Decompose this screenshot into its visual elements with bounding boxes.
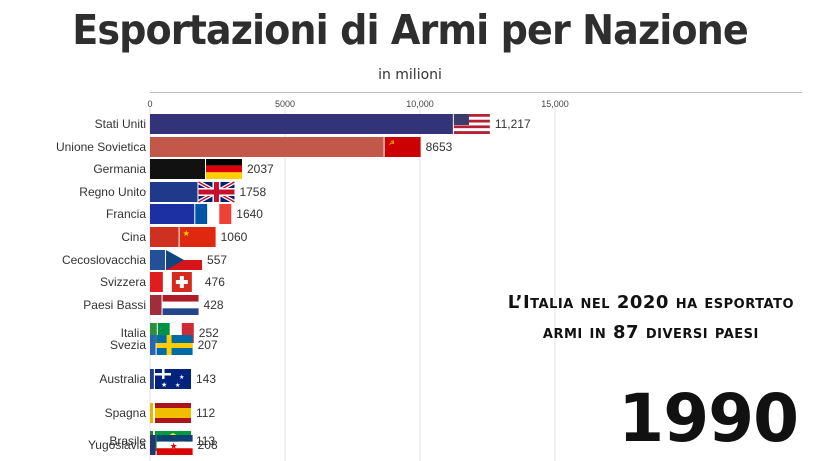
- flag-fr-icon: [195, 204, 232, 224]
- flag-yu-icon: ★: [156, 435, 193, 455]
- annotation-text: L’Italia nel 2020 ha esportato armi in 8…: [508, 288, 794, 348]
- category-label: Unione Sovietica: [56, 140, 146, 154]
- category-label: Paesi Bassi: [83, 298, 146, 312]
- svg-text:☭: ☭: [389, 140, 395, 147]
- bar: [150, 323, 157, 343]
- category-label: Australia: [99, 372, 146, 386]
- category-label: Spagna: [105, 406, 147, 420]
- value-label: 428: [204, 298, 224, 312]
- bar: [150, 272, 163, 292]
- bar: [150, 295, 162, 315]
- category-label: Brasile: [109, 434, 146, 448]
- bar: [150, 335, 156, 355]
- chart-subtitle: in milioni: [378, 67, 442, 83]
- bar: [150, 182, 198, 202]
- bar: [150, 114, 453, 134]
- value-label: 143: [196, 372, 216, 386]
- flag-cn-icon: ★: [179, 227, 216, 247]
- flag-ch-icon: [171, 272, 192, 292]
- svg-text:★: ★: [175, 382, 180, 389]
- category-label: Svezia: [110, 338, 146, 352]
- value-label: 208: [198, 438, 218, 452]
- category-label: Francia: [106, 207, 146, 221]
- category-label: Regno Unito: [79, 185, 146, 199]
- value-label: 1060: [221, 230, 248, 244]
- x-tick-label: 10,000: [406, 99, 434, 109]
- flag-se-icon: [156, 335, 193, 355]
- bar-row: ★ Yugoslavia 208: [88, 435, 218, 455]
- bar-row: Svezia 207: [110, 335, 218, 355]
- svg-text:★: ★: [170, 441, 178, 451]
- flag-cz-icon: [166, 250, 203, 270]
- bar: [150, 159, 205, 179]
- bar-row: Francia 1640: [106, 204, 263, 224]
- bar-row: Spagna 112: [105, 403, 215, 423]
- bar-row: Stati Uniti 11,217: [95, 114, 531, 134]
- x-tick-label: 0: [147, 99, 152, 109]
- value-label: 207: [198, 338, 218, 352]
- bar: [150, 403, 154, 423]
- svg-text:★: ★: [183, 229, 190, 238]
- flag-de-icon: [205, 159, 242, 179]
- category-label: Germania: [93, 162, 146, 176]
- annotation-line-1: L’Italia nel 2020 ha esportato: [507, 292, 794, 313]
- category-label: Cina: [121, 230, 146, 244]
- bar: [150, 250, 166, 270]
- bar: [150, 227, 179, 247]
- flag-es-icon: [155, 403, 191, 423]
- value-label: 476: [205, 275, 225, 289]
- bar-row: Germania 2037: [93, 159, 274, 179]
- value-label: 1640: [236, 207, 263, 221]
- svg-text:★: ★: [179, 374, 184, 381]
- category-label: Yugoslavia: [88, 438, 146, 452]
- value-label: 557: [207, 253, 227, 267]
- bar: [150, 204, 195, 224]
- axis-top-line: [150, 92, 802, 93]
- bar: [150, 435, 156, 455]
- bar-row: Regno Unito 1758: [79, 180, 266, 204]
- value-label: 1758: [239, 185, 266, 199]
- bar-row: ★ Cina 1060: [121, 227, 248, 247]
- bar-row: Cecoslovacchia 557: [62, 250, 227, 270]
- bar: [150, 369, 154, 389]
- chart-title: Esportazioni di Armi per Nazione: [72, 6, 748, 54]
- value-label: 252: [199, 326, 219, 340]
- flag-gb-icon: [197, 180, 236, 204]
- value-label: 113: [196, 434, 215, 448]
- flag-nl-icon: [162, 295, 199, 315]
- bar-row: Svizzera 476: [100, 272, 225, 292]
- svg-text:★: ★: [161, 381, 167, 389]
- category-label: Italia: [121, 326, 147, 340]
- bar: [150, 137, 384, 157]
- category-label: Stati Uniti: [95, 117, 146, 131]
- year-label: 1990: [618, 380, 799, 457]
- bar-row: Paesi Bassi 428: [83, 295, 224, 315]
- x-tick-label: 5000: [275, 99, 295, 109]
- value-label: 8653: [426, 140, 453, 154]
- bar-row: ☭ Unione Sovietica 8653: [56, 137, 453, 157]
- flag-su-icon: ☭: [384, 137, 421, 157]
- annotation-line-2: armi in 87 diversi paesi: [542, 322, 759, 343]
- category-label: Svizzera: [100, 275, 146, 289]
- x-tick-label: 15,000: [541, 99, 569, 109]
- value-label: 112: [196, 406, 215, 420]
- flag-au-icon: ★★★: [155, 369, 191, 389]
- flag-us-icon: [453, 114, 490, 134]
- value-label: 11,217: [495, 117, 531, 131]
- category-label: Cecoslovacchia: [62, 253, 146, 267]
- value-label: 2037: [247, 162, 274, 176]
- bar-row: ★★★Australia 143: [99, 369, 216, 389]
